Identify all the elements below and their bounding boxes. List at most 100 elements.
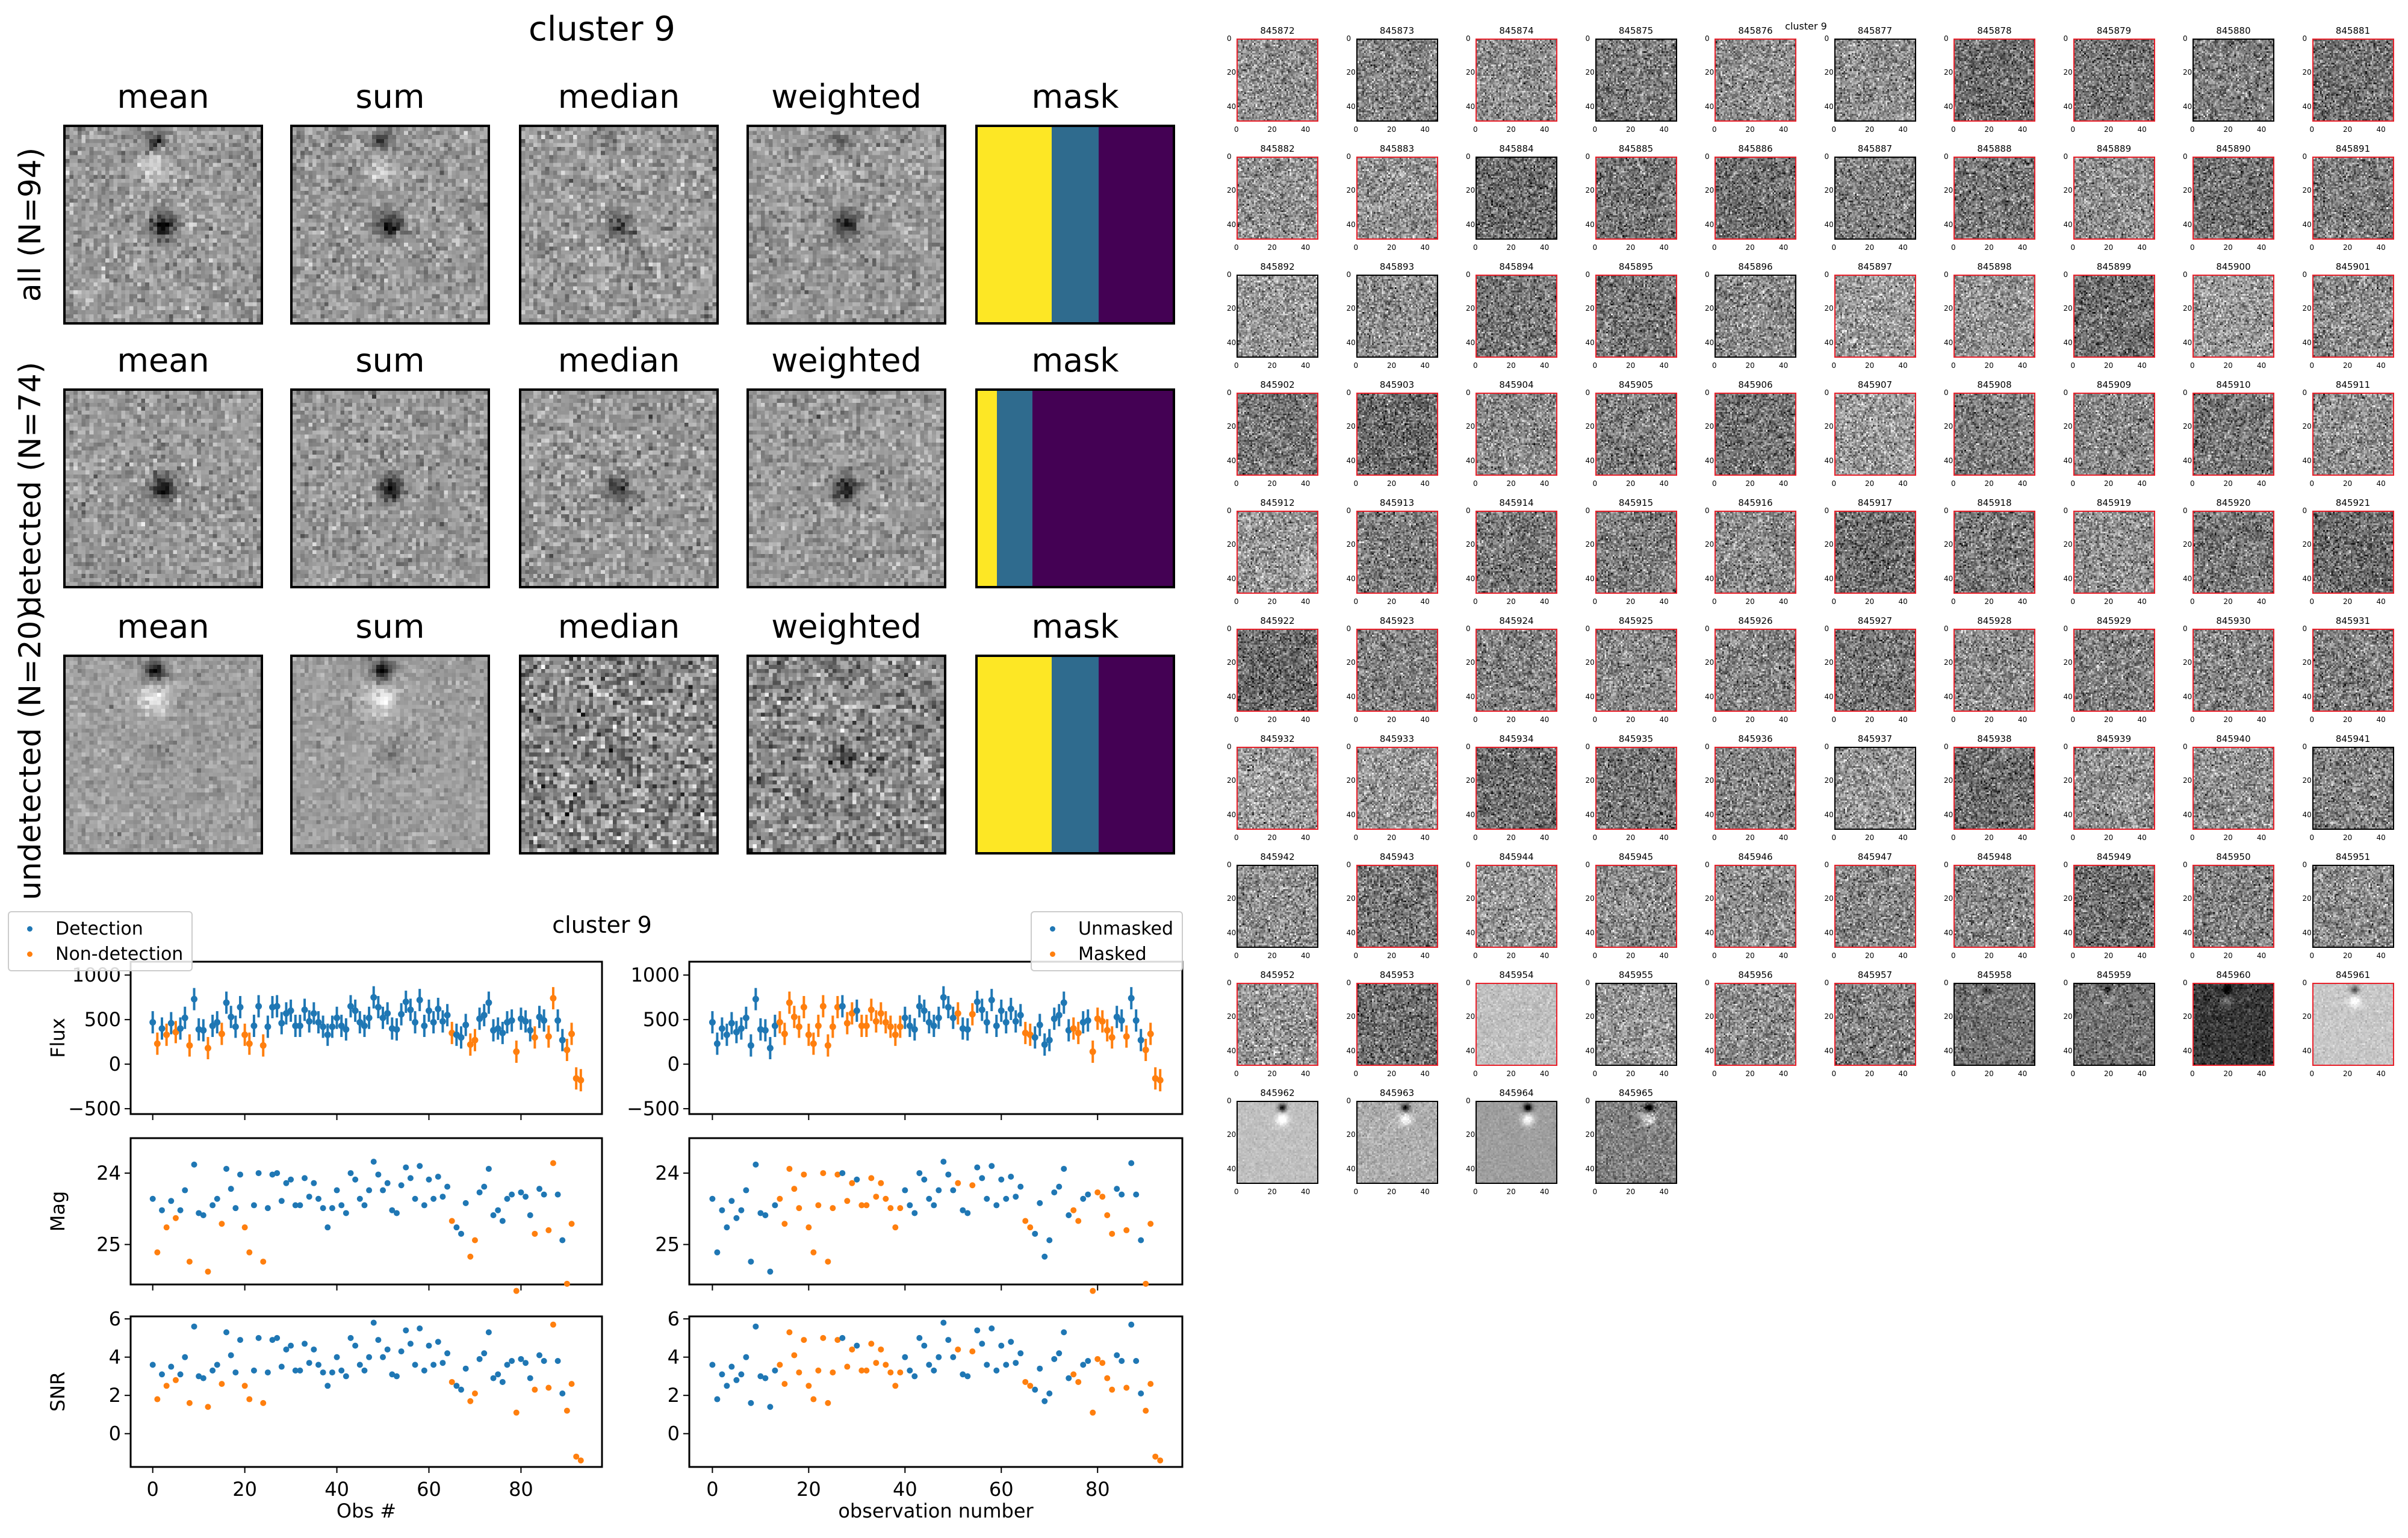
snr-point [302, 1340, 308, 1347]
cutout-title: 845925 [1618, 615, 1654, 626]
mag-point [719, 1207, 725, 1213]
cutout-image [1714, 157, 1796, 240]
cutout-title: 845906 [1738, 379, 1773, 390]
cutout-xtick: 40 [1540, 597, 1550, 606]
cutout-xtick: 40 [1540, 1069, 1550, 1078]
mag-point [527, 1212, 533, 1219]
cutout-title: 845960 [2216, 970, 2251, 980]
flux-point [752, 995, 759, 1003]
cutout-title: 845921 [2335, 497, 2371, 508]
mask-region-high [978, 391, 998, 586]
snr-point [931, 1367, 937, 1374]
cutout-ytick: 0 [1824, 861, 1829, 869]
cutout-xtick: 20 [1745, 1069, 1755, 1078]
flux-point [1046, 1036, 1053, 1044]
all-median-image [519, 125, 719, 325]
x-axis-label: observation number [838, 1499, 1034, 1522]
flux-point [228, 1013, 235, 1021]
cutout-xtick: 20 [1387, 715, 1397, 724]
cutout-xtick: 20 [1387, 951, 1397, 960]
flux-point [223, 999, 230, 1006]
cutout-ytick: 20 [2183, 776, 2192, 785]
cutout-ytick: 0 [1705, 624, 1710, 633]
snr-point [518, 1356, 524, 1362]
flux-point [541, 1017, 548, 1024]
cutout-ytick: 40 [2302, 692, 2312, 701]
flux-point [940, 994, 947, 1001]
flux-point [458, 1034, 465, 1041]
cutout-xtick: 20 [1865, 1069, 1875, 1078]
flux-point [278, 1020, 285, 1027]
flux-point [728, 1020, 735, 1027]
flux-point [177, 1025, 184, 1032]
snr-point [801, 1337, 807, 1343]
cutout-xtick: 20 [1745, 243, 1755, 252]
mag-point [873, 1194, 880, 1200]
x-tick-label: 80 [509, 1478, 533, 1501]
cutout-ytick: 0 [2063, 743, 2068, 751]
mag-panel-mask: 24 25 [655, 1137, 1184, 1294]
mag-point [214, 1195, 220, 1202]
snr-point [1085, 1358, 1091, 1365]
cutout-image [1953, 747, 2035, 830]
cutout-image [1237, 747, 1318, 830]
mag-point [810, 1249, 817, 1256]
flux-point [762, 1027, 769, 1034]
cutout-ytick: 0 [2063, 979, 2068, 987]
mag-point [168, 1198, 175, 1204]
cutout-ytick: 20 [2302, 68, 2312, 77]
mag-point [1109, 1230, 1116, 1237]
cutout-image [1476, 1101, 1557, 1184]
cutout-image [1834, 629, 1916, 712]
mag-point [389, 1207, 396, 1213]
mag-point [916, 1170, 923, 1177]
mag-point [940, 1159, 947, 1165]
cutout-ytick: 0 [2183, 624, 2188, 633]
snr-point [1017, 1350, 1024, 1357]
cutout-ytick: 0 [1585, 34, 1590, 43]
snr-point [283, 1346, 290, 1353]
cutout-xtick: 0 [1353, 597, 1359, 606]
cutout-title: 845873 [1379, 25, 1415, 36]
cutout-ytick: 40 [1824, 1046, 1834, 1055]
cutout-title: 845885 [1618, 143, 1654, 154]
cutout-ytick: 0 [1227, 979, 1232, 987]
cutout-xtick: 40 [1659, 125, 1669, 134]
cutout-xtick: 40 [1420, 479, 1430, 488]
cutout-image [2312, 747, 2394, 830]
cutout-ytick: 0 [2183, 34, 2188, 43]
cutout-ytick: 40 [1944, 692, 1953, 701]
cutout-ytick: 0 [1346, 624, 1351, 633]
mag-point [375, 1171, 382, 1178]
cutout-xtick: 20 [2104, 951, 2114, 960]
snr-point [228, 1352, 234, 1359]
cutout-ytick: 20 [1944, 186, 1953, 195]
mag-point [426, 1176, 432, 1183]
mag-point [757, 1210, 764, 1216]
cutout-ytick: 0 [1585, 624, 1590, 633]
cutout-image [1953, 983, 2035, 1066]
all-mask-image [975, 125, 1175, 325]
snr-point [796, 1369, 802, 1376]
cutout-ytick: 20 [1227, 304, 1237, 313]
cutout-xtick: 20 [1865, 715, 1875, 724]
snr-point [462, 1365, 469, 1372]
cutout-ytick: 40 [1346, 1046, 1356, 1055]
cutout-image [1476, 747, 1557, 830]
mag-point [297, 1202, 303, 1209]
cutout-xtick: 0 [1592, 833, 1598, 842]
cutout-xtick: 40 [1540, 715, 1550, 724]
cutout-xtick: 0 [2309, 125, 2315, 134]
flux-point [218, 1030, 225, 1038]
y-axis-label: SNR [46, 1372, 69, 1412]
y-tick-label: 0 [109, 1422, 121, 1445]
cutout-ytick: 40 [1585, 456, 1595, 465]
snr-point [988, 1325, 995, 1332]
cutout-xtick: 40 [2137, 479, 2147, 488]
cutout-ytick: 0 [1227, 861, 1232, 869]
snr-point [421, 1367, 427, 1374]
flux-point [522, 1018, 529, 1025]
cutout-xtick: 0 [1353, 833, 1359, 842]
flux-point [993, 1023, 1000, 1030]
mag-point [315, 1195, 321, 1202]
